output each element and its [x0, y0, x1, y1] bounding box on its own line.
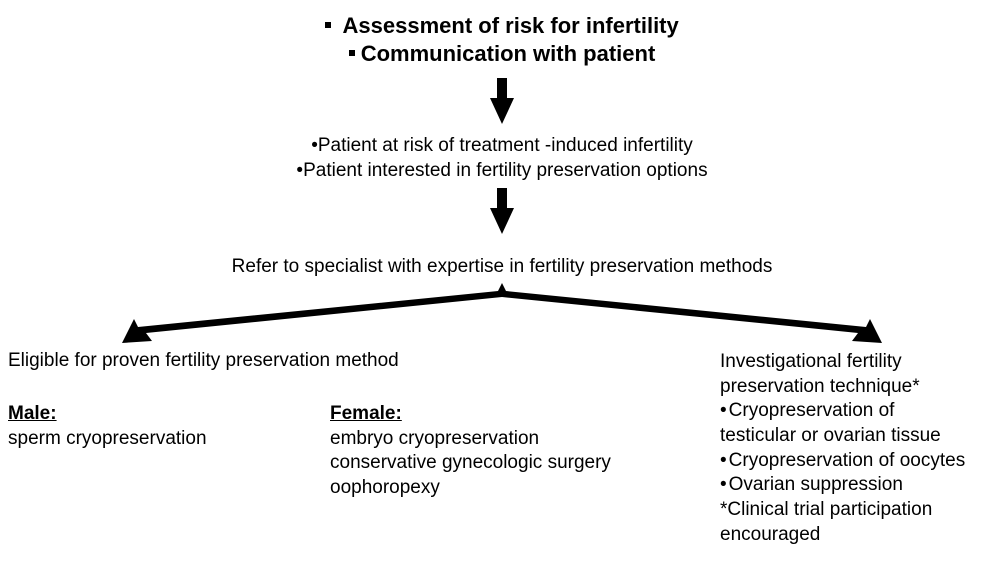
female-block: Female: embryo cryopreservation conserva… [330, 402, 611, 501]
title-line-1: Assessment of risk for infertility [0, 12, 1004, 40]
title-line-2: Communication with patient [0, 40, 1004, 68]
right-item-1-l1: Cryopreservation of [720, 399, 996, 424]
branching-arrow [0, 283, 1004, 343]
step-2: •Patient at risk of treatment -induced i… [0, 134, 1004, 183]
arrow-head-icon [490, 208, 514, 234]
arrow-1 [0, 78, 1004, 124]
arrow-shaft-icon [497, 188, 507, 208]
flowchart-container: Assessment of risk for infertility Commu… [0, 0, 1004, 586]
female-item-1: embryo cryopreservation [330, 427, 611, 452]
arrow-head-icon [490, 98, 514, 124]
arrow-shaft-icon [497, 78, 507, 98]
male-block: Male: sperm cryopreservation [8, 402, 207, 451]
right-branch: Investigational fertility preservation t… [720, 350, 996, 548]
male-item-1: sperm cryopreservation [8, 427, 207, 452]
female-label: Female: [330, 402, 611, 427]
right-heading-l2: preservation technique* [720, 375, 996, 400]
fork-arrow-icon [122, 283, 882, 343]
right-note-l2: encouraged [720, 523, 996, 548]
right-item-2: Cryopreservation of oocytes [720, 449, 996, 474]
step2-text-2: Patient interested in fertility preserva… [303, 160, 708, 181]
female-item-3: oophoropexy [330, 476, 611, 501]
female-item-2: conservative gynecologic surgery [330, 451, 611, 476]
step3-text: Refer to specialist with expertise in fe… [232, 256, 773, 277]
right-note-l1: *Clinical trial participation [720, 498, 996, 523]
step2-bullet-1: •Patient at risk of treatment -induced i… [0, 134, 1004, 159]
step2-bullet-2: •Patient interested in fertility preserv… [0, 159, 1004, 184]
bullet-icon [325, 22, 331, 28]
male-label: Male: [8, 402, 207, 427]
title-text-2: Communication with patient [361, 41, 656, 66]
bullet-icon [349, 50, 355, 56]
right-item-1-l2: testicular or ovarian tissue [720, 424, 996, 449]
title-text-1: Assessment of risk for infertility [343, 13, 679, 38]
arrow-2 [0, 188, 1004, 234]
right-item-3: Ovarian suppression [720, 473, 996, 498]
step-3: Refer to specialist with expertise in fe… [0, 256, 1004, 278]
right-heading-l1: Investigational fertility [720, 350, 996, 375]
step2-text-1: Patient at risk of treatment -induced in… [318, 135, 693, 156]
left-branch-heading: Eligible for proven fertility preservati… [8, 350, 399, 372]
title-block: Assessment of risk for infertility Commu… [0, 12, 1004, 67]
